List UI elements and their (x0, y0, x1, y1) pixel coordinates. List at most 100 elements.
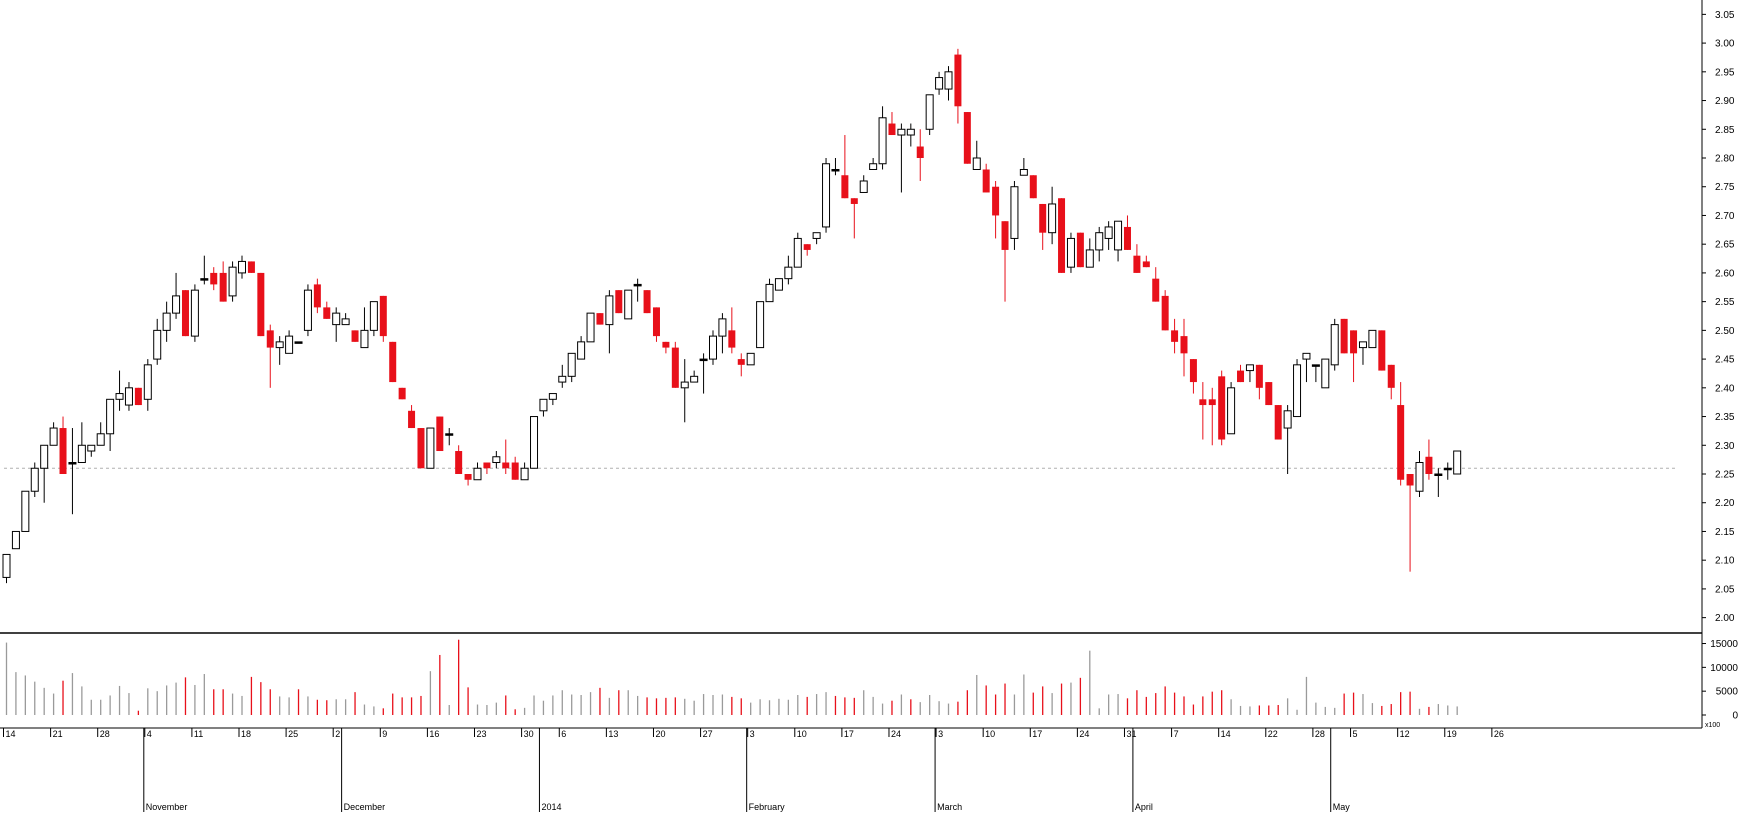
candle (888, 112, 896, 136)
candle-body (652, 307, 660, 337)
candle (1274, 405, 1282, 440)
day-tick-label: 25 (288, 729, 298, 739)
candle-body (1425, 456, 1433, 474)
candle (1029, 175, 1037, 199)
candle-body (756, 301, 765, 349)
candle-body (1321, 358, 1330, 389)
candle-body (1085, 249, 1094, 268)
candle (445, 428, 454, 446)
candle (1425, 439, 1433, 480)
candle-body (1199, 399, 1207, 406)
candle (219, 261, 227, 302)
candle (1039, 203, 1047, 250)
candle-body (1330, 324, 1339, 366)
candle (398, 387, 406, 400)
month-label: February (749, 802, 786, 812)
candle-body (869, 163, 878, 170)
candle (1283, 405, 1292, 474)
candle-body (266, 330, 274, 348)
candle (408, 405, 416, 429)
volume-tick-label: 15000 (1710, 639, 1738, 650)
day-tick-label: 16 (429, 729, 439, 739)
month-label: March (937, 802, 962, 812)
candle-body (511, 462, 519, 480)
candle-body (1245, 364, 1254, 372)
candle (859, 175, 868, 193)
candle (1350, 330, 1358, 383)
candle-body (417, 428, 425, 469)
candle (210, 267, 218, 291)
candle (746, 352, 755, 366)
candle (869, 158, 878, 170)
candle-body (605, 295, 614, 326)
candle-body (1453, 450, 1462, 475)
candle-body (925, 94, 934, 130)
candle-body (68, 462, 77, 465)
candle (190, 284, 199, 342)
price-tick-label: 2.00 (1715, 613, 1735, 624)
candle-body (436, 416, 444, 452)
candle-body (1133, 255, 1141, 273)
candle (1142, 255, 1150, 268)
day-tick-label: 13 (608, 729, 618, 739)
price-tick-label: 2.90 (1715, 96, 1735, 107)
candle-body (464, 474, 472, 480)
candle (106, 398, 115, 452)
candle-body (200, 278, 209, 281)
candle-body (972, 157, 981, 170)
chart-frame (0, 0, 1703, 729)
candle (1058, 198, 1066, 273)
day-tick-label: 18 (241, 729, 251, 739)
candle-body (1048, 203, 1057, 234)
candle-body (1443, 467, 1452, 471)
price-tick-label: 2.10 (1715, 556, 1735, 567)
candle (1095, 226, 1104, 262)
candle (1237, 364, 1245, 383)
candle (1434, 468, 1443, 497)
candle (1218, 370, 1226, 446)
candle (916, 129, 924, 181)
price-tick-label: 2.40 (1715, 383, 1735, 394)
candle-body (162, 312, 171, 331)
candle (275, 336, 284, 365)
candle-body (1123, 226, 1131, 250)
candle-body (1095, 232, 1104, 251)
candle (379, 295, 387, 342)
month-label: November (146, 802, 188, 812)
candle-body (313, 284, 321, 308)
candle (238, 255, 246, 279)
candle (417, 428, 425, 469)
candle-body (906, 128, 915, 136)
candle (935, 71, 944, 95)
candle (1076, 232, 1084, 268)
candle-body (2, 553, 11, 578)
candle (360, 307, 369, 349)
candle-body (1350, 330, 1358, 354)
day-tick-label: 5 (1353, 729, 1358, 739)
candle (1066, 232, 1075, 273)
candle (774, 278, 783, 291)
candle-body (992, 186, 1000, 216)
candle (1001, 221, 1009, 302)
candle (793, 232, 802, 268)
candle-body (718, 318, 727, 337)
candle-body (1227, 387, 1236, 435)
candle (662, 341, 670, 354)
candle-body (709, 335, 717, 360)
price-tick-label: 2.15 (1715, 527, 1735, 538)
day-tick-label: 24 (891, 729, 901, 739)
candle (426, 427, 435, 469)
candle (172, 272, 181, 319)
candle (784, 255, 793, 285)
candle-body (1274, 405, 1282, 440)
candle (59, 416, 67, 474)
candle-body (1076, 232, 1084, 268)
time-axis: 14 21 28 4 11 18 25 2 9 16 23 30 6 13 20 27 3 10 17 24 3 10 17… (3, 728, 1504, 812)
month-label: December (344, 802, 386, 812)
candle (1208, 387, 1216, 446)
candle (982, 163, 990, 193)
candle-body (275, 341, 284, 349)
price-tick-label: 2.95 (1715, 67, 1735, 78)
day-tick-label: 10 (985, 729, 995, 739)
candle-body (172, 295, 181, 314)
